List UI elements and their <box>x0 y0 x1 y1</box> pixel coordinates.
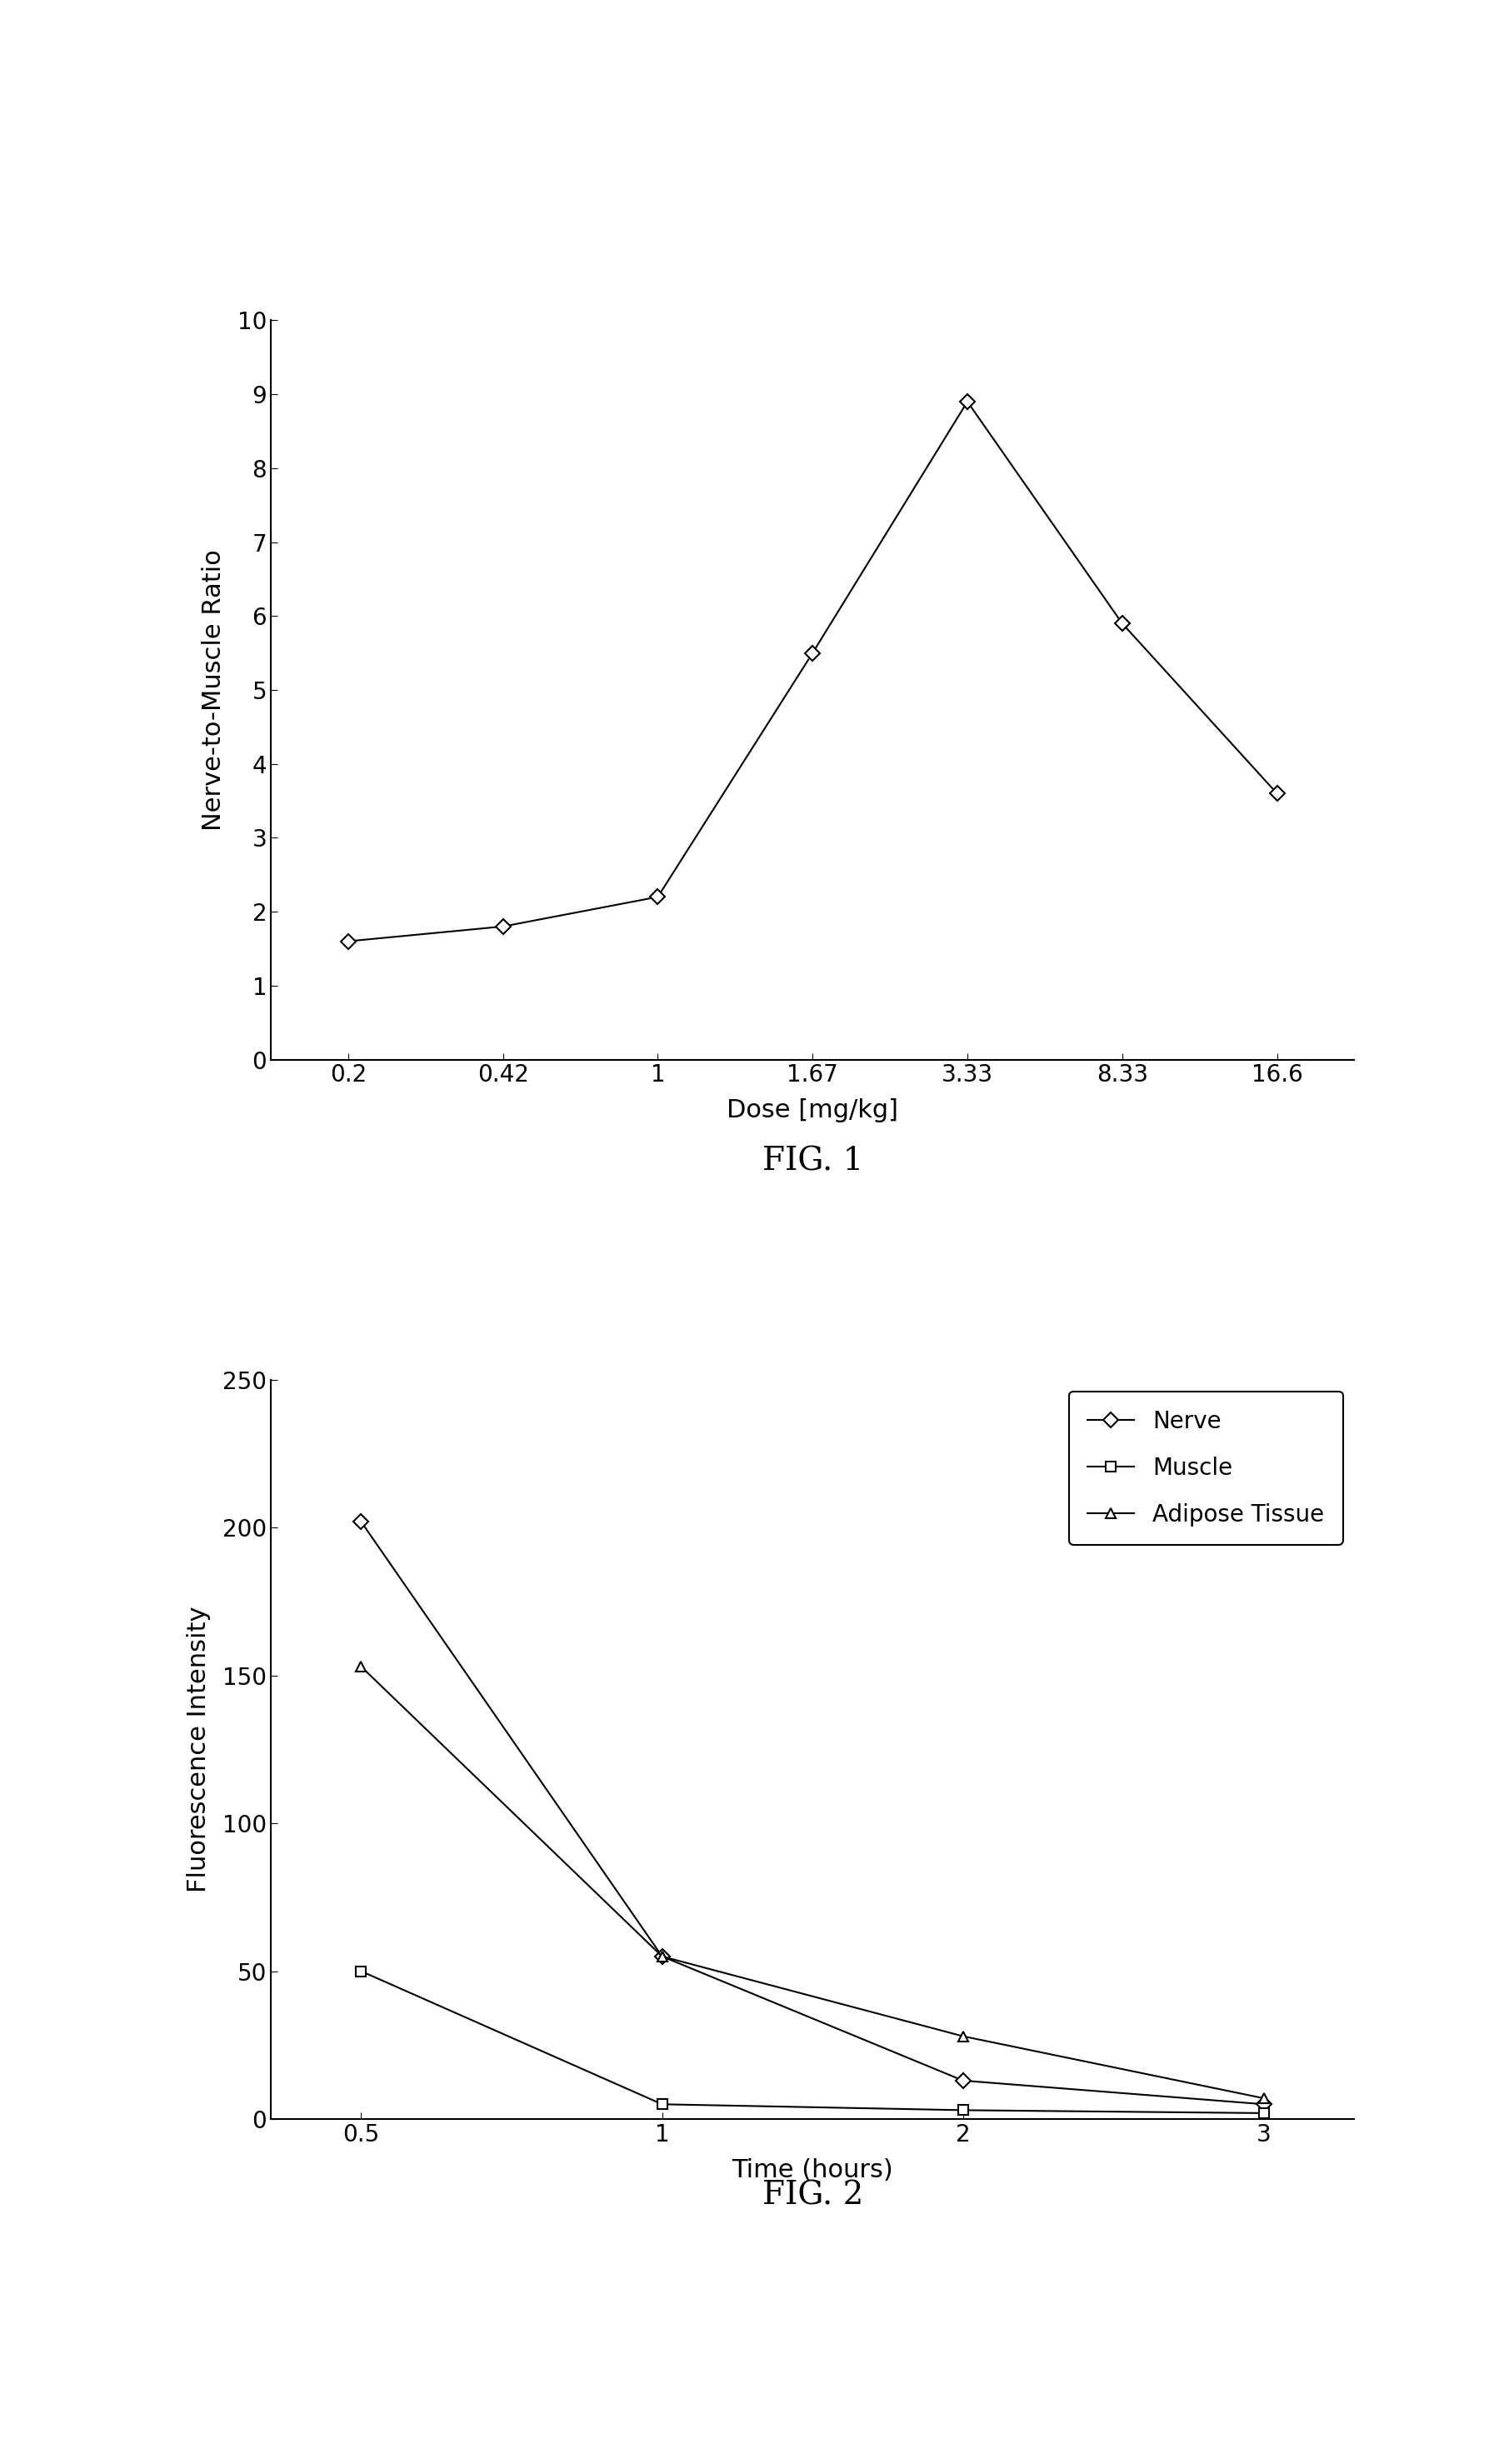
X-axis label: Time (hours): Time (hours) <box>731 2158 893 2183</box>
Line: Muscle: Muscle <box>356 1966 1268 2119</box>
Legend: Nerve, Muscle, Adipose Tissue: Nerve, Muscle, Adipose Tissue <box>1069 1392 1342 1545</box>
Adipose Tissue <box>653 1942 671 1971</box>
Text: FIG. 2: FIG. 2 <box>761 2181 863 2213</box>
X-axis label: Dose [mg/kg]: Dose [mg/kg] <box>726 1099 898 1124</box>
Y-axis label: Fluorescence Intensity: Fluorescence Intensity <box>186 1607 211 1892</box>
Nerve <box>954 2065 972 2094</box>
Muscle <box>954 2094 972 2124</box>
Nerve <box>653 1942 671 1971</box>
Adipose Tissue <box>954 2020 972 2050</box>
Line: Nerve: Nerve <box>356 1515 1268 2109</box>
Y-axis label: Nerve-to-Muscle Ratio: Nerve-to-Muscle Ratio <box>202 549 226 830</box>
Text: FIG. 1: FIG. 1 <box>761 1146 863 1178</box>
Nerve <box>352 1508 370 1538</box>
Line: Adipose Tissue: Adipose Tissue <box>356 1661 1268 2104</box>
Nerve <box>1254 2089 1272 2119</box>
Muscle <box>352 1956 370 1986</box>
Adipose Tissue <box>1254 2085 1272 2114</box>
Adipose Tissue <box>352 1651 370 1680</box>
Muscle <box>1254 2099 1272 2129</box>
Muscle <box>653 2089 671 2119</box>
